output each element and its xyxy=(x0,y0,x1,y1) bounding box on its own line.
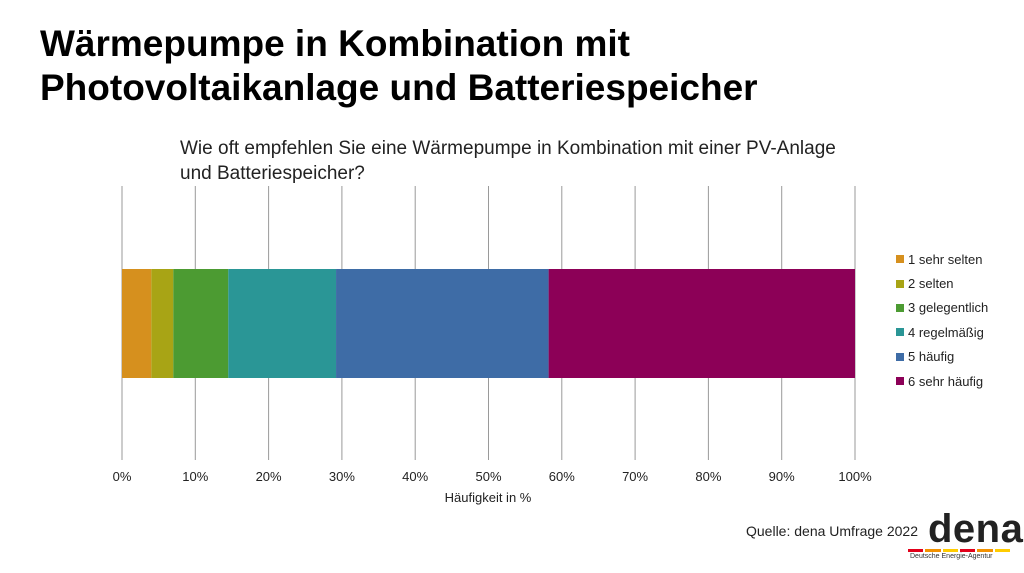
dena-logo: dena Deutsche Energie-Agentur xyxy=(908,507,1023,571)
legend-label: 5 häufig xyxy=(908,349,955,365)
legend-label: 2 selten xyxy=(908,276,954,292)
legend-label: 1 sehr selten xyxy=(908,251,983,267)
x-tick-label: 0% xyxy=(113,469,132,484)
x-tick-label: 40% xyxy=(402,469,428,484)
logo-stripe xyxy=(994,549,1010,552)
x-tick-label: 30% xyxy=(329,469,355,484)
legend-swatch xyxy=(896,279,904,288)
bar-segment xyxy=(173,269,229,378)
legend-swatch xyxy=(896,255,904,264)
chart-question-line-1: Wie oft empfehlen Sie eine Wärmepumpe in… xyxy=(180,138,836,159)
x-tick-label: 50% xyxy=(475,469,501,484)
chart-bars xyxy=(122,269,855,378)
x-tick-label: 70% xyxy=(622,469,648,484)
logo-subtitle: Deutsche Energie-Agentur xyxy=(910,553,993,560)
page-title-line-1: Wärmepumpe in Kombination mit xyxy=(40,23,630,64)
logo-stripe xyxy=(908,549,924,552)
source-note: Quelle: dena Umfrage 2022 xyxy=(746,523,918,539)
x-tick-label: 20% xyxy=(256,469,282,484)
bar-segment xyxy=(228,269,337,378)
logo-stripe xyxy=(925,549,941,552)
x-tick-label: 90% xyxy=(769,469,795,484)
x-tick-label: 80% xyxy=(695,469,721,484)
legend-item: 3 gelegentlich xyxy=(896,296,988,320)
bar-segment xyxy=(336,269,549,378)
logo-stripe xyxy=(959,549,976,552)
legend-item: 2 selten xyxy=(896,271,988,295)
legend-label: 4 regelmäßig xyxy=(908,324,984,340)
x-axis-label: Häufigkeit in % xyxy=(445,490,532,505)
legend-label: 6 sehr häufig xyxy=(908,373,984,389)
page-title: Wärmepumpe in Kombination mit Photovolta… xyxy=(40,22,758,110)
chart-question: Wie oft empfehlen Sie eine Wärmepumpe in… xyxy=(180,136,836,186)
legend-item: 5 häufig xyxy=(896,345,988,369)
chart-question-line-2: und Batteriespeicher? xyxy=(180,163,365,184)
legend-swatch xyxy=(896,352,904,361)
bar-segment xyxy=(548,269,855,378)
page-title-line-2: Photovoltaikanlage und Batteriespeicher xyxy=(40,67,758,108)
x-axis-ticks: 0% 10% 20% 30% 40% 50% 60% 70% 80% 90% 100% xyxy=(113,469,872,484)
bar-segment xyxy=(151,269,174,378)
chart-legend: 1 sehr selten 2 selten 3 gelegentlich 4 reg… xyxy=(896,247,988,393)
logo-stripe xyxy=(942,549,958,552)
logo-stripe xyxy=(977,549,993,552)
legend-swatch xyxy=(896,303,904,312)
logo-stripes xyxy=(908,549,1012,552)
legend-swatch xyxy=(896,377,904,386)
logo-wordmark: dena xyxy=(928,507,1024,551)
x-tick-label: 100% xyxy=(838,469,872,484)
legend-item: 6 sehr häufig xyxy=(896,369,988,393)
x-tick-label: 60% xyxy=(549,469,575,484)
legend-item: 4 regelmäßig xyxy=(896,320,988,344)
x-tick-label: 10% xyxy=(182,469,208,484)
legend-swatch xyxy=(896,328,904,337)
legend-item: 1 sehr selten xyxy=(896,247,988,271)
legend-label: 3 gelegentlich xyxy=(908,300,989,316)
bar-segment xyxy=(122,269,152,378)
